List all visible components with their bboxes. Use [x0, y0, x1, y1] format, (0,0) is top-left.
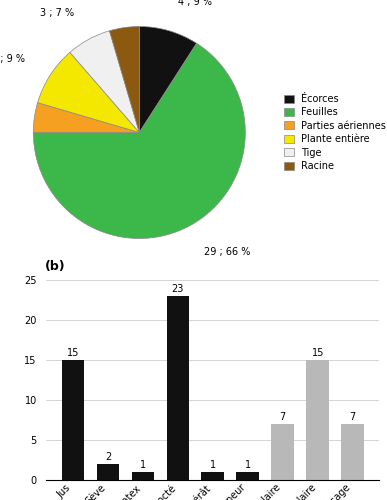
Text: 15: 15 — [312, 348, 324, 358]
Text: 2: 2 — [105, 452, 111, 462]
Wedge shape — [110, 26, 139, 132]
Text: 2 ; 4,5 %: 2 ; 4,5 % — [0, 499, 1, 500]
Wedge shape — [33, 44, 245, 238]
Text: 1: 1 — [245, 460, 251, 469]
Text: 7: 7 — [280, 412, 286, 422]
Text: 4 ; 9 %: 4 ; 9 % — [0, 54, 25, 64]
Text: 29 ; 66 %: 29 ; 66 % — [204, 246, 251, 256]
Text: 15: 15 — [67, 348, 79, 358]
Bar — [62, 360, 84, 480]
Text: 2 ; 4,5 %: 2 ; 4,5 % — [0, 499, 1, 500]
Wedge shape — [38, 52, 139, 132]
Text: 1: 1 — [210, 460, 216, 469]
Legend: Écorces, Feuilles, Parties aériennes, Plante entière, Tige, Racine: Écorces, Feuilles, Parties aériennes, Pl… — [282, 92, 387, 173]
Bar — [271, 424, 294, 480]
Wedge shape — [139, 26, 197, 132]
Bar — [166, 296, 189, 480]
Bar — [236, 472, 259, 480]
Text: 7: 7 — [349, 412, 356, 422]
Wedge shape — [33, 102, 139, 132]
Bar — [341, 424, 364, 480]
Wedge shape — [70, 31, 139, 132]
Text: 23: 23 — [172, 284, 184, 294]
Bar — [202, 472, 224, 480]
Bar — [132, 472, 154, 480]
Text: (b): (b) — [45, 260, 65, 273]
Text: 3 ; 7 %: 3 ; 7 % — [40, 8, 74, 18]
Text: 4 ; 9 %: 4 ; 9 % — [178, 0, 212, 8]
Bar — [307, 360, 329, 480]
Bar — [96, 464, 119, 480]
Text: 1: 1 — [140, 460, 146, 469]
